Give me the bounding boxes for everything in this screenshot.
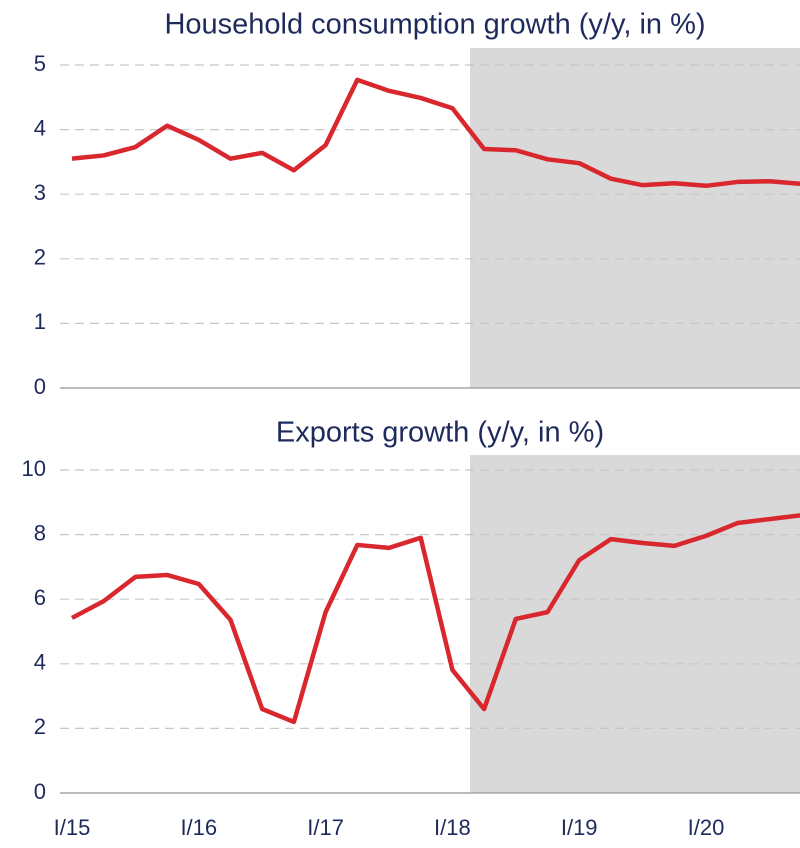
chart-title: Household consumption growth (y/y, in %) [164, 9, 705, 41]
y-tick-label: 4 [34, 115, 46, 140]
y-tick-label: 8 [34, 520, 46, 545]
x-tick-label: I/15 [54, 815, 91, 840]
forecast-shading [470, 48, 800, 388]
y-tick-label: 2 [34, 245, 46, 270]
y-tick-label: 2 [34, 714, 46, 739]
y-tick-label: 4 [34, 650, 46, 675]
y-tick-label: 3 [34, 180, 46, 205]
y-tick-label: 0 [34, 374, 46, 399]
y-tick-label: 0 [34, 779, 46, 804]
forecast-shading [470, 455, 800, 793]
y-tick-label: 5 [34, 51, 46, 76]
y-tick-label: 10 [22, 456, 46, 481]
y-tick-label: 1 [34, 309, 46, 334]
x-tick-label: I/17 [307, 815, 344, 840]
chart-title: Exports growth (y/y, in %) [276, 417, 604, 449]
x-tick-label: I/20 [688, 815, 725, 840]
data-line [71, 77, 800, 189]
data-line [70, 513, 800, 725]
x-tick-label: I/18 [434, 815, 471, 840]
x-tick-label: I/16 [180, 815, 217, 840]
x-tick-label: I/19 [561, 815, 598, 840]
y-tick-label: 6 [34, 585, 46, 610]
